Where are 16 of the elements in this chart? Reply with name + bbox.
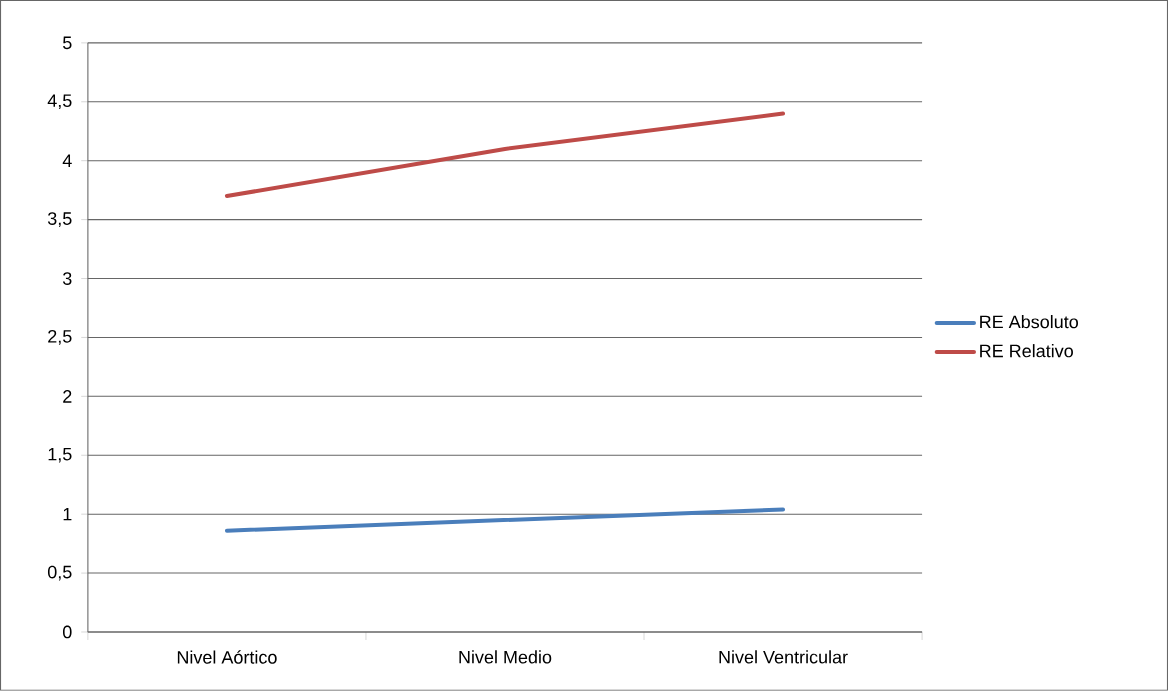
y-tick-label: 2,5 — [48, 330, 72, 345]
y-tick-label: 0,5 — [47, 565, 72, 581]
y-tick-label: 1,5 — [48, 447, 72, 463]
x-tick-label: Nivel Medio — [459, 650, 552, 664]
y-tick-label: 5 — [62, 36, 72, 50]
legend-label: RE Absoluto — [980, 315, 1078, 329]
x-tick-label: Nivel Aórtico — [177, 650, 277, 664]
y-tick-label: 4 — [62, 154, 72, 167]
x-tick-label: Nivel Ventricular — [719, 650, 848, 664]
y-tick-label: 0 — [62, 625, 72, 639]
y-tick-label: 3,5 — [47, 212, 72, 228]
y-tick-label: 3 — [62, 272, 72, 285]
legend-label: RE Relativo — [980, 344, 1073, 358]
y-tick-label: 2 — [63, 390, 72, 403]
y-tick-label: 1 — [63, 508, 72, 521]
y-tick-label: 4,5 — [47, 94, 72, 110]
